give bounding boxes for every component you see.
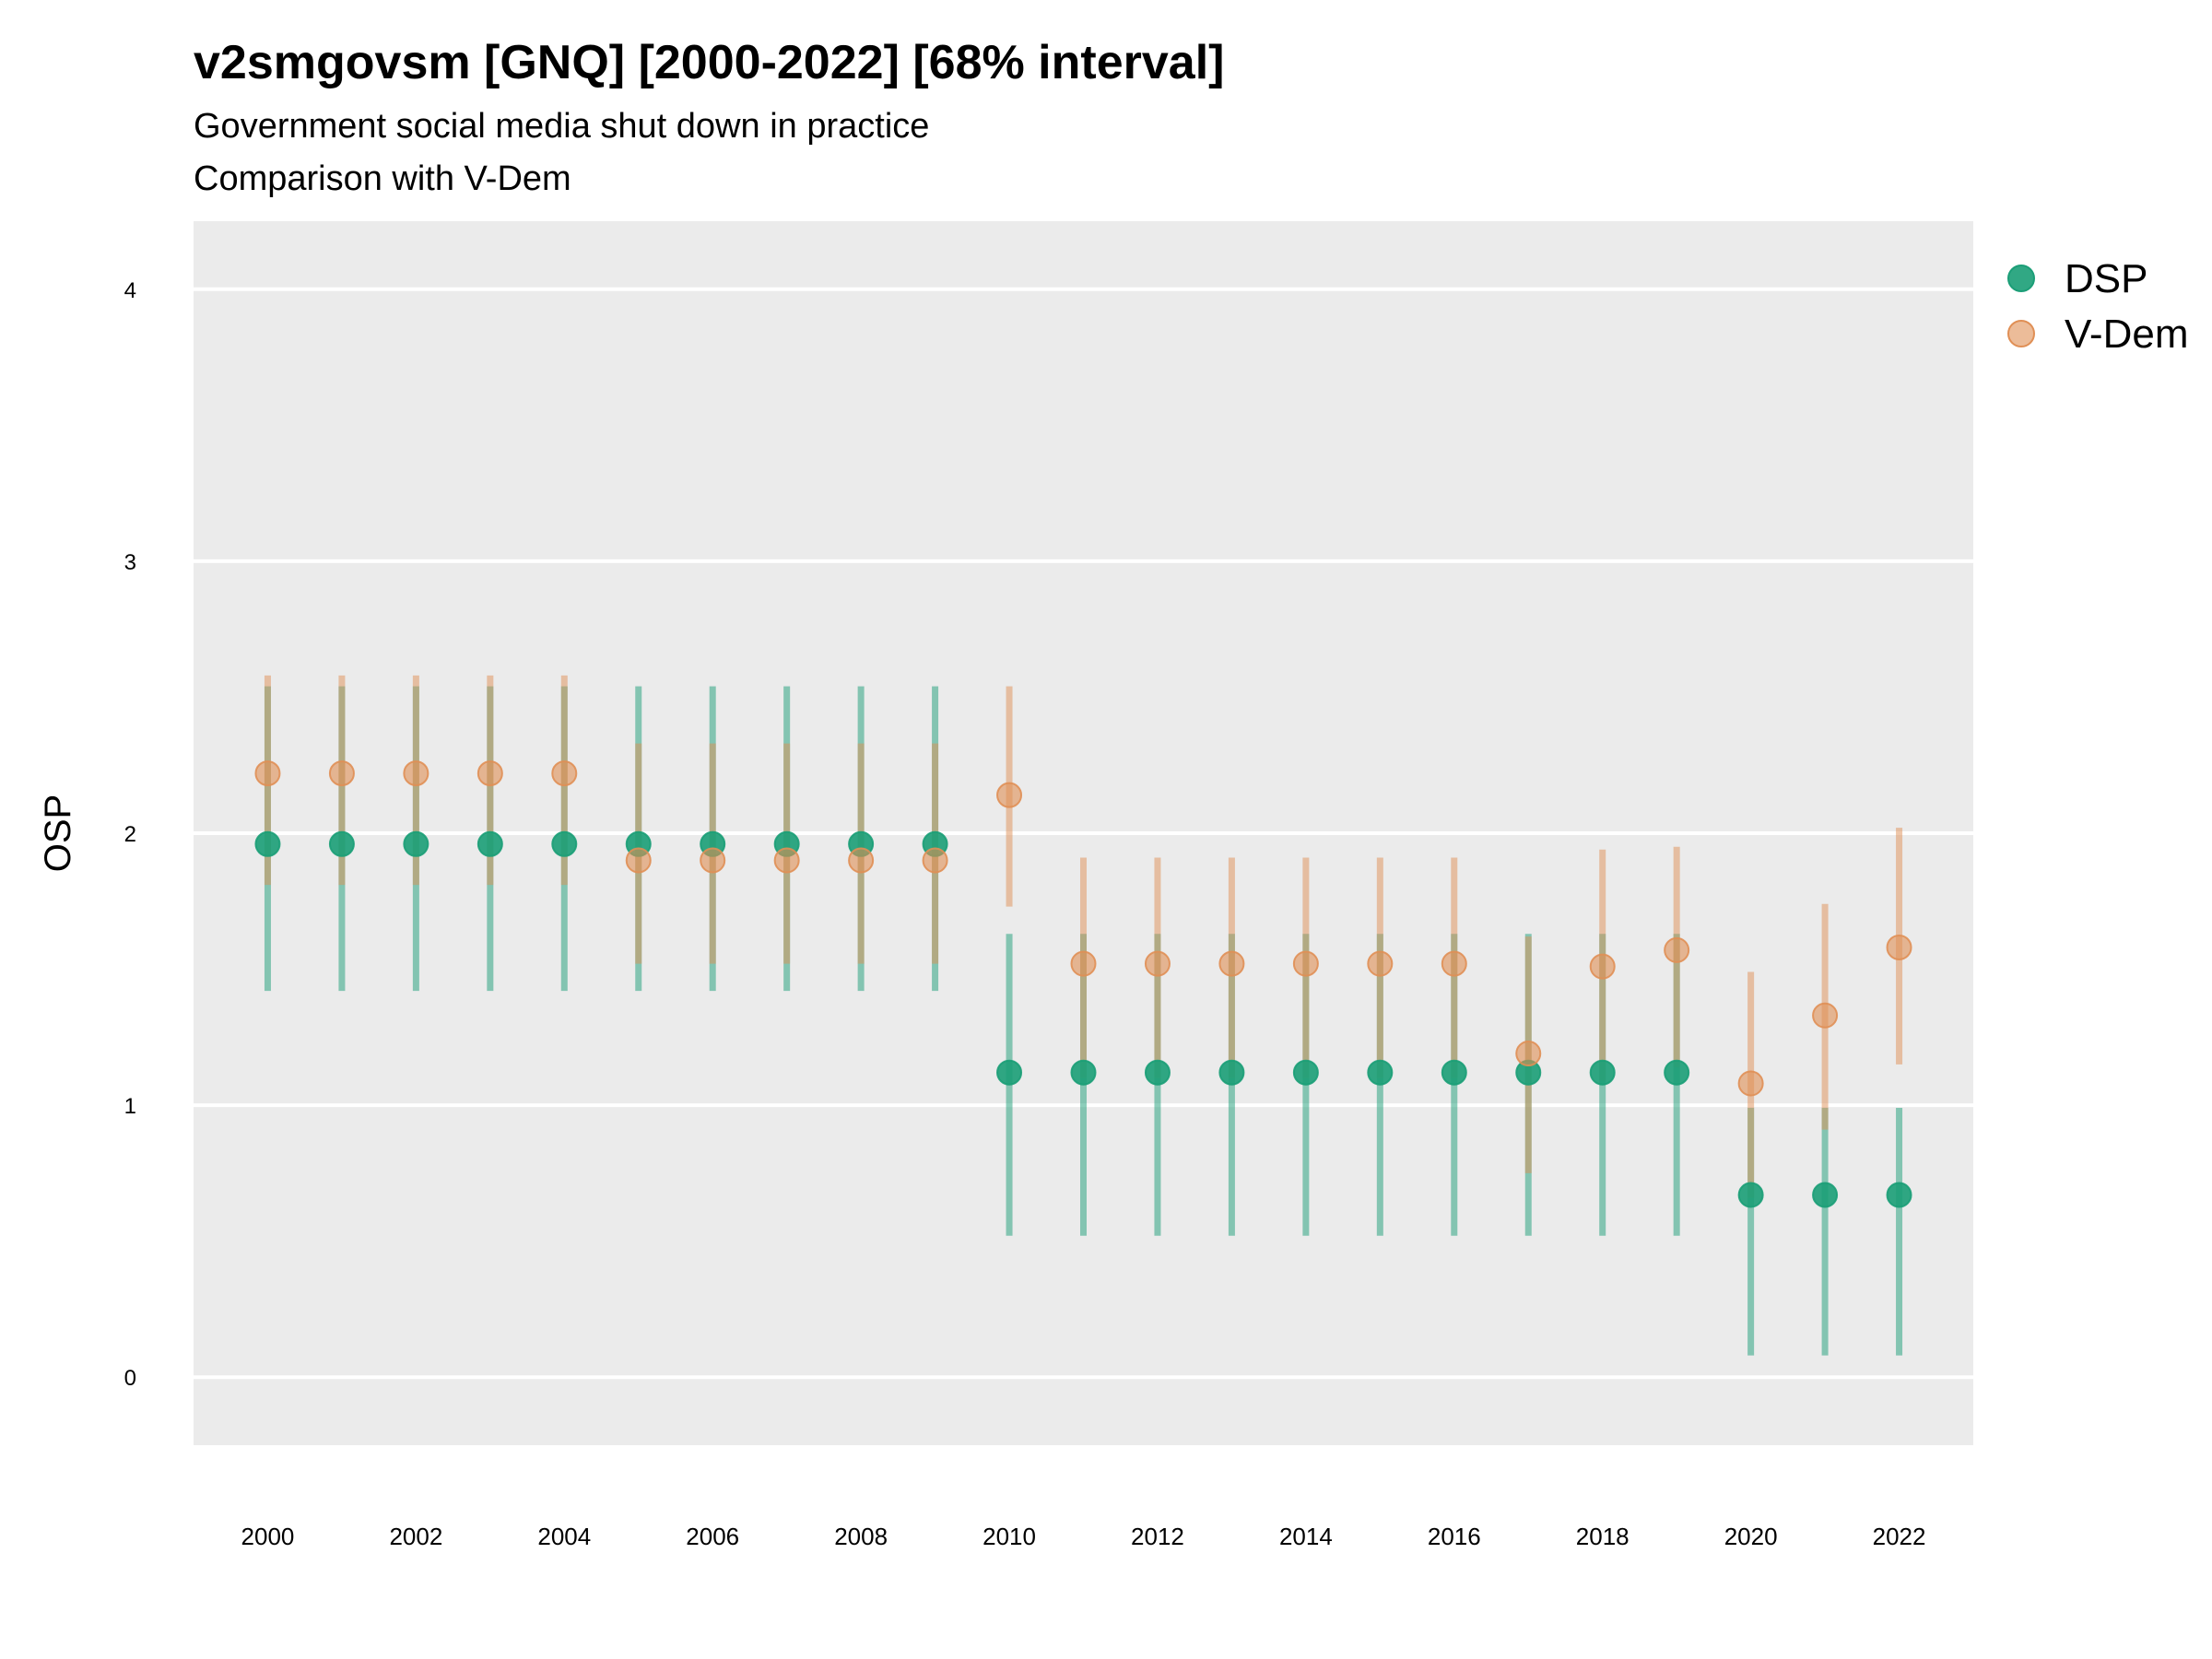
x-tick-label: 2010	[982, 1523, 1036, 1550]
data-point-dsp	[254, 830, 281, 857]
data-point-dsp	[1737, 1182, 1764, 1208]
legend-key	[2007, 320, 2035, 347]
x-tick-label: 2008	[834, 1523, 888, 1550]
data-point-dsp	[1144, 1059, 1171, 1086]
x-tick-label: 2000	[241, 1523, 295, 1550]
data-point-dsp	[328, 830, 355, 857]
data-point-v-dem	[1070, 950, 1097, 977]
data-point-dsp	[1441, 1059, 1467, 1086]
x-tick-label: 2016	[1428, 1523, 1481, 1550]
x-tick-label: 2012	[1131, 1523, 1184, 1550]
data-point-dsp	[1886, 1182, 1912, 1208]
y-tick-label: 2	[124, 822, 136, 847]
data-point-v-dem	[403, 760, 429, 787]
legend-label: V-Dem	[2065, 312, 2188, 357]
y-tick-label: 4	[124, 278, 136, 303]
data-point-dsp	[996, 1059, 1023, 1086]
data-point-v-dem	[922, 847, 948, 874]
data-point-v-dem	[625, 847, 652, 874]
chart-caption: Comparison with V-Dem	[194, 159, 571, 198]
data-point-v-dem	[996, 782, 1023, 808]
legend-key	[2007, 265, 2035, 292]
data-point-v-dem	[1589, 953, 1616, 980]
data-point-v-dem	[1664, 936, 1690, 963]
data-point-dsp	[1070, 1059, 1097, 1086]
x-tick-label: 2004	[537, 1523, 591, 1550]
data-point-v-dem	[1737, 1070, 1764, 1097]
data-point-dsp	[1812, 1182, 1839, 1208]
data-point-v-dem	[328, 760, 355, 787]
x-tick-label: 2006	[686, 1523, 739, 1550]
data-point-v-dem	[1292, 950, 1319, 977]
data-point-v-dem	[1812, 1002, 1839, 1029]
x-tick-label: 2002	[389, 1523, 442, 1550]
data-point-dsp	[1292, 1059, 1319, 1086]
data-point-v-dem	[1218, 950, 1245, 977]
data-point-dsp	[477, 830, 503, 857]
data-point-dsp	[403, 830, 429, 857]
chart-title: v2smgovsm [GNQ] [2000-2022] [68% interva…	[194, 36, 1225, 89]
data-point-v-dem	[848, 847, 875, 874]
data-point-dsp	[1367, 1059, 1394, 1086]
data-point-v-dem	[1515, 1041, 1542, 1067]
data-point-v-dem	[477, 760, 503, 787]
x-tick-label: 2020	[1724, 1523, 1778, 1550]
y-tick-label: 0	[124, 1366, 136, 1391]
y-tick-label: 3	[124, 550, 136, 575]
x-tick-label: 2014	[1279, 1523, 1333, 1550]
y-axis-title: OSP	[38, 794, 78, 872]
data-point-dsp	[1218, 1059, 1245, 1086]
data-point-dsp	[551, 830, 578, 857]
x-tick-label: 2022	[1873, 1523, 1926, 1550]
data-point-dsp	[1589, 1059, 1616, 1086]
data-point-v-dem	[551, 760, 578, 787]
data-point-dsp	[1664, 1059, 1690, 1086]
data-point-v-dem	[1144, 950, 1171, 977]
data-point-v-dem	[1441, 950, 1467, 977]
y-tick-label: 1	[124, 1094, 136, 1119]
data-point-v-dem	[1886, 934, 1912, 960]
data-point-v-dem	[773, 847, 800, 874]
chart-subtitle: Government social media shut down in pra…	[194, 107, 930, 146]
data-point-v-dem	[1367, 950, 1394, 977]
data-point-v-dem	[254, 760, 281, 787]
legend-label: DSP	[2065, 256, 2147, 301]
data-point-v-dem	[700, 847, 726, 874]
x-tick-label: 2018	[1576, 1523, 1630, 1550]
